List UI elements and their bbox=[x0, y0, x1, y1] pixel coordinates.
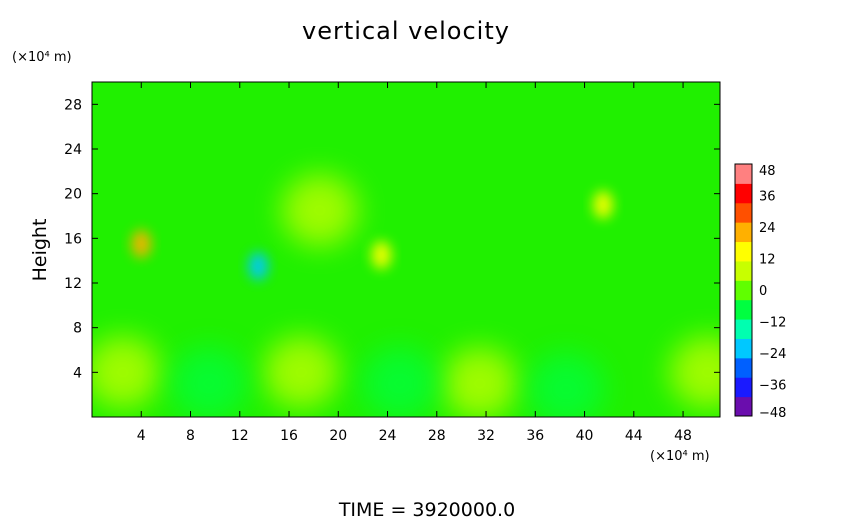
heatmap-feature bbox=[669, 336, 720, 409]
y-tick-label: 12 bbox=[64, 276, 82, 292]
y-tick-label: 20 bbox=[64, 187, 82, 203]
colorbar: 48 36 24 12 0 −12 −24 −36 −48 bbox=[734, 163, 786, 421]
heatmap-feature bbox=[131, 229, 152, 258]
x-tick-label: 40 bbox=[576, 428, 594, 444]
y-tick-label: 8 bbox=[73, 321, 82, 337]
colorbar-band bbox=[735, 377, 752, 398]
colorbar-tick-label: 48 bbox=[759, 164, 776, 179]
colorbar-band bbox=[735, 183, 752, 204]
y-tick-label: 28 bbox=[64, 97, 82, 113]
x-axis-unit: (×10⁴ m) bbox=[650, 449, 710, 464]
colorbar-tick-label: 24 bbox=[759, 221, 776, 236]
y-axis: 4 8 12 16 20 24 28 bbox=[64, 97, 720, 381]
colorbar-band bbox=[735, 280, 752, 301]
colorbar-tick-label: −24 bbox=[759, 347, 786, 362]
heatmap-feature bbox=[441, 347, 518, 417]
heatmap-feature bbox=[92, 336, 161, 409]
x-tick-label: 24 bbox=[379, 428, 397, 444]
colorbar-tick-label: −12 bbox=[759, 316, 786, 331]
heatmap-feature bbox=[248, 252, 269, 281]
heatmap-feature bbox=[263, 336, 340, 409]
colorbar-tick-label: −48 bbox=[759, 406, 786, 421]
x-tick-label: 28 bbox=[428, 428, 446, 444]
colorbar-band bbox=[735, 202, 752, 223]
colorbar-band bbox=[735, 319, 752, 339]
heatmap-feature bbox=[361, 347, 438, 417]
x-tick-label: 48 bbox=[674, 428, 692, 444]
colorbar-band bbox=[735, 299, 752, 320]
colorbar-band bbox=[735, 357, 752, 378]
y-axis-unit: (×10⁴ m) bbox=[12, 50, 72, 65]
x-tick-label: 16 bbox=[280, 428, 298, 444]
colorbar-band bbox=[735, 241, 752, 262]
heatmap-feature bbox=[593, 190, 614, 219]
x-tick-label: 36 bbox=[526, 428, 544, 444]
colorbar-tick-label: 12 bbox=[759, 253, 776, 268]
x-tick-label: 4 bbox=[137, 428, 146, 444]
x-tick-label: 32 bbox=[477, 428, 495, 444]
time-label: TIME = 3920000.0 bbox=[338, 499, 515, 519]
plot-frame bbox=[91, 81, 721, 418]
y-tick-label: 16 bbox=[64, 231, 82, 247]
colorbar-tick-label: 0 bbox=[759, 284, 767, 299]
colorbar-frame bbox=[734, 163, 753, 417]
y-axis-label: Height bbox=[29, 219, 51, 282]
x-axis: 4 8 12 16 20 24 28 32 36 40 44 48 bbox=[137, 82, 692, 444]
y-tick-label: 24 bbox=[64, 142, 82, 158]
colorbar-tick-label: 36 bbox=[759, 190, 776, 205]
colorbar-tick-label: −36 bbox=[759, 379, 786, 394]
x-tick-label: 12 bbox=[231, 428, 249, 444]
colorbar-band bbox=[735, 222, 752, 243]
x-tick-label: 8 bbox=[186, 428, 195, 444]
heatmap-field bbox=[91, 81, 721, 418]
colorbar-band bbox=[735, 260, 752, 281]
colorbar-band bbox=[735, 164, 752, 184]
heatmap-feature bbox=[281, 174, 358, 247]
heatmap-feature bbox=[371, 241, 392, 270]
colorbar-band bbox=[735, 338, 752, 359]
x-tick-label: 20 bbox=[329, 428, 347, 444]
colorbar-band bbox=[735, 396, 752, 417]
heatmap-feature bbox=[528, 353, 605, 417]
heatmap-features bbox=[92, 174, 720, 417]
heatmap-feature bbox=[170, 347, 247, 417]
chart-title: vertical velocity bbox=[302, 17, 510, 45]
x-tick-label: 44 bbox=[625, 428, 643, 444]
y-tick-label: 4 bbox=[73, 365, 82, 381]
